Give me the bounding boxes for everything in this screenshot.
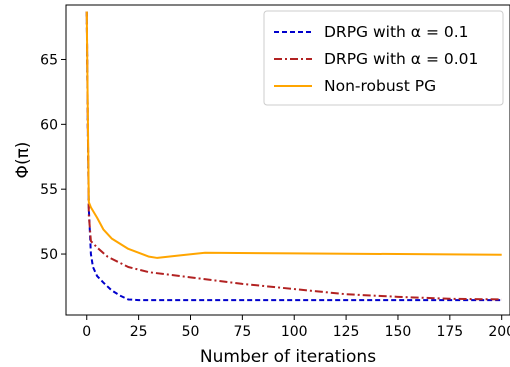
series-line-1 (85, 11, 502, 301)
series-line-2 (85, 11, 502, 259)
x-tick-label: 175 (436, 324, 463, 340)
x-axis-label: Number of iterations (200, 347, 376, 367)
y-axis-label: Φ(π) (13, 142, 33, 179)
x-tick-label: 200 (488, 324, 510, 340)
series-layer (85, 11, 502, 302)
legend: DRPG with α = 0.1 DRPG with α = 0.01 Non… (263, 10, 504, 106)
y-tick-label: 60 (40, 117, 58, 133)
plot-frame (65, 4, 510, 316)
y-tick-label: 55 (40, 182, 58, 198)
x-tick-label: 75 (233, 324, 251, 340)
y-tick-label: 65 (40, 52, 58, 68)
x-tick-label: 125 (333, 324, 360, 340)
x-tick-label: 25 (130, 324, 148, 340)
legend-label-2: Non-robust PG (324, 77, 436, 95)
ticks-layer: 0 25 50 75 100 125 150 175 200 50 55 60 65 (40, 52, 510, 340)
y-tick-label: 50 (40, 247, 58, 263)
legend-label-1: DRPG with α = 0.01 (324, 50, 478, 68)
x-tick-label: 150 (385, 324, 412, 340)
legend-label-0: DRPG with α = 0.1 (324, 23, 469, 41)
x-tick-label: 0 (82, 324, 91, 340)
x-tick-label: 50 (182, 324, 200, 340)
legend-box (263, 10, 504, 106)
x-tick-label: 100 (281, 324, 308, 340)
